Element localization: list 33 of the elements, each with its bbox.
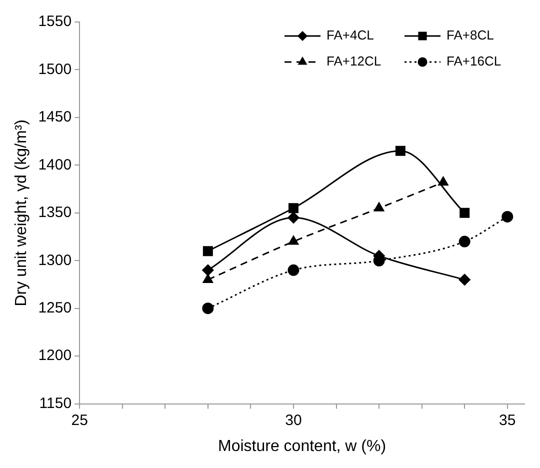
- point: [458, 274, 470, 286]
- legend-label: FA+8CL: [446, 28, 494, 43]
- y-tick-label: 1500: [38, 60, 72, 78]
- y-tick-label: 1550: [38, 13, 72, 30]
- x-tick-label: 30: [285, 412, 302, 429]
- point: [202, 302, 214, 314]
- y-tick-label: 1150: [39, 394, 72, 412]
- y-tick-label: 1400: [38, 156, 72, 174]
- point: [288, 236, 299, 245]
- y-tick-label: 1200: [38, 347, 72, 364]
- point: [202, 274, 213, 283]
- point: [288, 212, 300, 224]
- point: [458, 236, 470, 248]
- point: [374, 202, 384, 212]
- legend-label: FA+12CL: [326, 54, 382, 69]
- point: [502, 210, 514, 222]
- point: [202, 246, 213, 256]
- point: [460, 208, 470, 218]
- point: [438, 176, 448, 186]
- legend-label: FA+16CL: [446, 54, 502, 69]
- point: [202, 264, 214, 276]
- x-axis-title: Moisture content, w (%): [218, 438, 386, 455]
- point: [288, 264, 300, 276]
- y-tick-label: 1300: [38, 252, 72, 269]
- x-tick-label: 25: [71, 412, 88, 429]
- point: [288, 203, 298, 214]
- y-tick-label: 1450: [38, 108, 72, 126]
- y-axis-title: Dry unit weight, γd (kg/m³): [13, 120, 30, 306]
- y-tick-label: 1350: [38, 204, 72, 222]
- legend-label: FA+4CL: [326, 28, 374, 43]
- point: [395, 146, 406, 156]
- x-tick-label: 35: [499, 412, 516, 429]
- y-tick-label: 1250: [38, 299, 72, 316]
